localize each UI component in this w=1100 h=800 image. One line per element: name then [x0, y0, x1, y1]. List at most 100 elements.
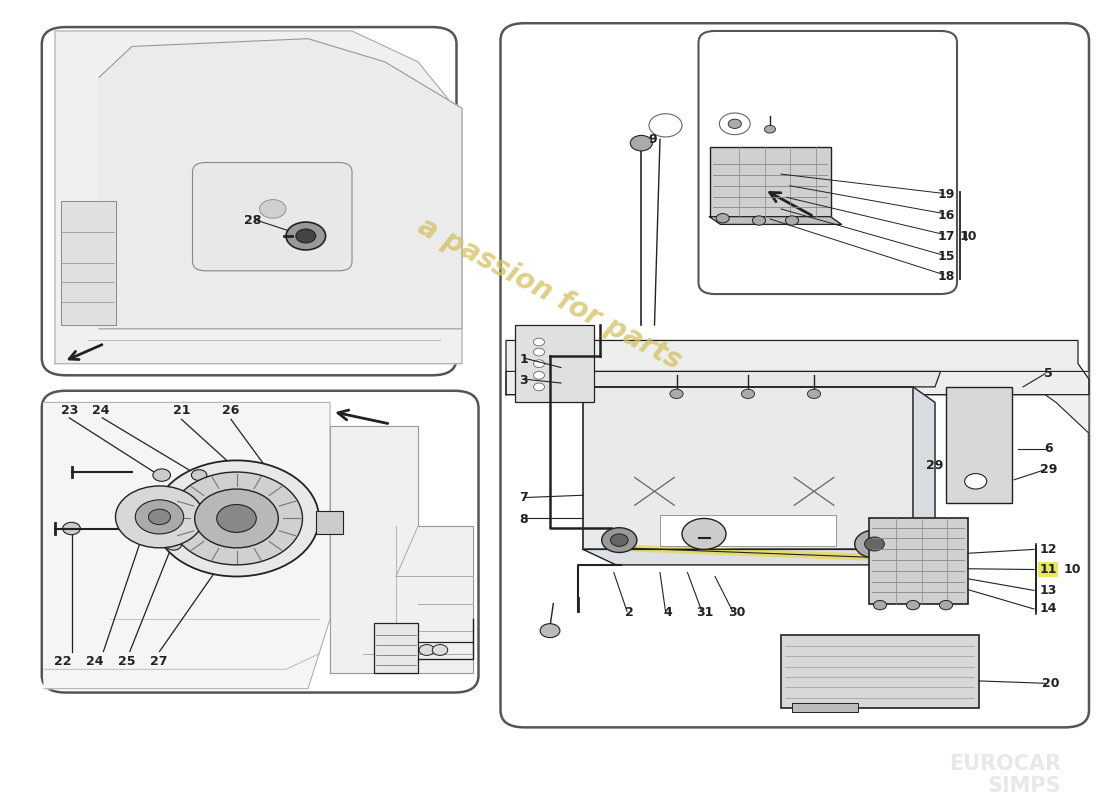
Text: 24: 24 — [92, 404, 110, 417]
Text: 12: 12 — [1040, 543, 1057, 556]
Bar — [946, 387, 1012, 503]
Text: 26: 26 — [222, 404, 240, 417]
Circle shape — [260, 200, 286, 218]
Circle shape — [602, 528, 637, 553]
Circle shape — [116, 486, 204, 548]
Circle shape — [906, 601, 920, 610]
Polygon shape — [506, 371, 1089, 434]
Circle shape — [191, 470, 207, 481]
Text: 20: 20 — [1042, 677, 1059, 690]
Circle shape — [534, 348, 544, 356]
Polygon shape — [55, 31, 462, 364]
Circle shape — [540, 624, 560, 638]
Text: 16: 16 — [937, 209, 955, 222]
Circle shape — [153, 469, 170, 482]
Circle shape — [63, 522, 80, 534]
Text: 28: 28 — [244, 214, 262, 227]
Circle shape — [764, 126, 776, 133]
Circle shape — [534, 360, 544, 367]
Text: 25: 25 — [118, 655, 135, 668]
Polygon shape — [99, 38, 462, 329]
Text: 29: 29 — [1040, 463, 1057, 476]
Text: 24: 24 — [86, 655, 103, 668]
Text: 30: 30 — [728, 606, 746, 619]
Text: 3: 3 — [519, 374, 528, 387]
Text: 8: 8 — [519, 514, 528, 526]
Circle shape — [752, 216, 766, 225]
Text: 17: 17 — [937, 230, 955, 242]
Circle shape — [419, 645, 435, 655]
Circle shape — [630, 135, 652, 151]
Circle shape — [432, 645, 448, 655]
Circle shape — [534, 338, 544, 346]
Text: 6: 6 — [1044, 442, 1053, 455]
Text: 18: 18 — [937, 270, 955, 282]
Bar — [316, 510, 343, 534]
Circle shape — [965, 474, 987, 489]
Text: a passion for parts: a passion for parts — [414, 213, 686, 375]
Text: 15: 15 — [937, 250, 955, 263]
Circle shape — [148, 509, 170, 525]
Circle shape — [296, 229, 316, 243]
Circle shape — [649, 114, 682, 137]
Circle shape — [855, 530, 894, 558]
Circle shape — [939, 601, 953, 610]
Text: 9: 9 — [648, 133, 657, 146]
FancyBboxPatch shape — [42, 27, 456, 375]
Circle shape — [873, 601, 887, 610]
Text: 2: 2 — [625, 606, 634, 619]
FancyBboxPatch shape — [698, 31, 957, 294]
Circle shape — [135, 500, 184, 534]
Circle shape — [807, 390, 821, 398]
Text: 21: 21 — [173, 404, 190, 417]
FancyBboxPatch shape — [192, 162, 352, 271]
Bar — [515, 325, 594, 402]
Polygon shape — [44, 402, 330, 689]
Circle shape — [534, 371, 544, 379]
Circle shape — [865, 537, 884, 551]
Bar — [583, 387, 913, 550]
Text: 31: 31 — [696, 606, 714, 619]
Circle shape — [154, 461, 319, 577]
Circle shape — [138, 522, 155, 534]
Polygon shape — [506, 341, 1089, 394]
Circle shape — [716, 214, 729, 223]
Circle shape — [610, 534, 628, 546]
Circle shape — [286, 222, 326, 250]
Text: 10: 10 — [959, 230, 977, 242]
FancyBboxPatch shape — [42, 390, 479, 693]
Circle shape — [534, 383, 544, 390]
Text: 7: 7 — [519, 491, 528, 504]
Text: 13: 13 — [1040, 584, 1057, 597]
Bar — [869, 518, 968, 603]
Bar — [60, 201, 116, 325]
Polygon shape — [710, 217, 842, 225]
Text: 5: 5 — [1044, 367, 1053, 380]
Text: EUROCAR
SIMPS: EUROCAR SIMPS — [949, 754, 1062, 796]
Text: 23: 23 — [60, 404, 78, 417]
Text: 19: 19 — [937, 189, 955, 202]
Text: 29: 29 — [926, 459, 944, 472]
Circle shape — [741, 390, 755, 398]
Text: 10: 10 — [1064, 563, 1081, 576]
Polygon shape — [913, 387, 935, 565]
Bar — [374, 623, 418, 674]
Circle shape — [719, 113, 750, 134]
Circle shape — [195, 489, 278, 548]
Polygon shape — [583, 550, 935, 565]
FancyBboxPatch shape — [500, 23, 1089, 727]
Circle shape — [170, 472, 302, 565]
Text: 1: 1 — [519, 354, 528, 366]
Circle shape — [785, 216, 799, 225]
Bar — [792, 702, 858, 712]
Text: 4: 4 — [663, 606, 672, 619]
Circle shape — [670, 390, 683, 398]
Circle shape — [217, 505, 256, 532]
Polygon shape — [330, 426, 473, 674]
Polygon shape — [561, 371, 940, 387]
Text: 14: 14 — [1040, 602, 1057, 615]
Bar — [781, 634, 979, 708]
Circle shape — [166, 539, 182, 550]
Text: 11: 11 — [1040, 563, 1057, 576]
Circle shape — [728, 119, 741, 129]
